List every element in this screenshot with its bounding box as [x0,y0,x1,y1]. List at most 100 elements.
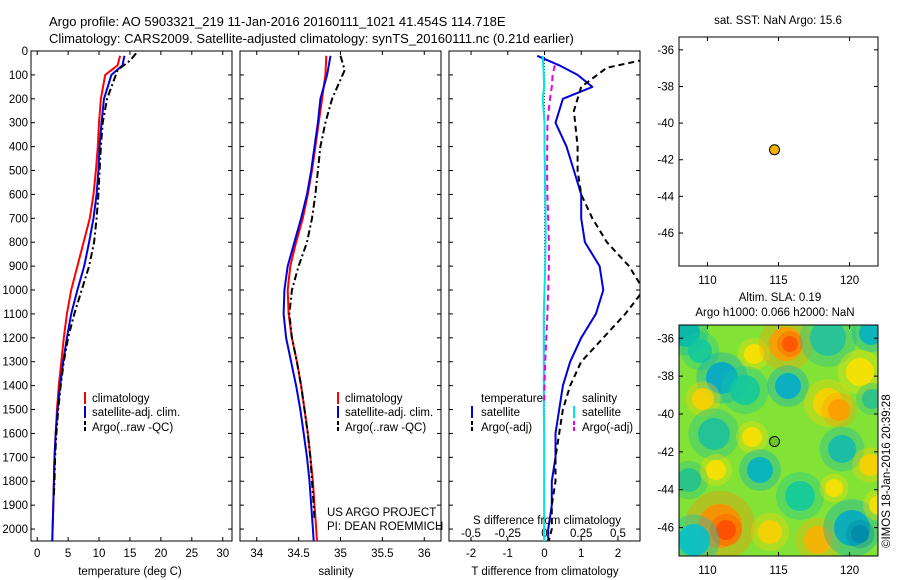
difference-xlabel-top: S difference from climatology [473,515,621,527]
sst_map-ytick-label: -44 [657,191,674,203]
salinity-legend-argo: Argo(..raw -QC) [345,422,426,434]
salinity-line-satellite-adj-clim- [282,55,332,541]
credit-text: US ARGO PROJECT PI: DEAN ROEMMICH [327,507,443,533]
differences-xtick-top-label: -0.25 [495,528,521,540]
salinity-xtick-label: 35.5 [371,548,393,560]
sst-map-title: sat. SST: NaN Argo: 15.6 [714,15,842,27]
salinity-line-climatology [286,55,328,541]
salinity-legend: climatology satellite-adj. clim. Argo(..… [337,392,433,434]
sla_map-xtick-label: 115 [769,565,787,577]
temperature-line-argo-raw-qc- [52,52,137,496]
sla-blob [828,435,856,463]
difference-xlabel: T difference from climatology [471,566,618,578]
sla-blob [862,389,878,409]
sst_map-xtick-label: 115 [769,275,787,287]
differences-xtick-top-label: 0.5 [610,528,626,540]
salinity-legend-satellite: satellite-adj. clim. [345,407,433,419]
temperature-series-group [51,52,137,541]
temperature-ytick-label: 1600 [2,428,28,440]
temperature-legend-climatology: climatology [92,393,150,405]
sla-blob [716,520,736,540]
temperature-ytick-label: 1400 [2,381,28,393]
sla-blob [859,325,878,345]
sla-blob [782,336,798,352]
temperature-ytick-label: 1300 [2,357,28,369]
figure-title-line1: Argo profile: AO 5903321_219 11-Jan-2016… [49,14,506,29]
differences-line-salinity-satellite [541,55,547,541]
differences-xtick-top-label: 0.25 [570,528,592,540]
sla-map-title-line1: Altim. SLA: 0.19 [739,292,821,304]
diff-legend-sal-satellite: satellite [582,407,621,419]
sla-blob [744,344,764,364]
temperature-ytick-label: 100 [9,70,28,82]
temperature-ytick-label: 1100 [3,309,28,321]
temperature-xtick-label: 5 [65,548,71,560]
temperature-xtick-label: 10 [93,548,106,560]
temperature-line-climatology [51,55,122,541]
sla_map-xtick-label: 120 [840,565,859,577]
sla-blob [747,457,773,483]
sla-blob [828,399,850,421]
salinity-xtick-label: 34 [250,548,263,560]
temperature-ytick-label: 300 [9,118,28,130]
sla_map-xtick-label: 110 [698,565,716,577]
diff-legend-temp-argo: Argo(-adj) [481,422,532,434]
temperature-ytick-label: 1900 [2,500,28,512]
differences-line-temperature-satellite [536,54,605,541]
salinity-xlabel: salinity [318,566,353,578]
differences-xtick-label: 1 [578,548,584,560]
credit-line-2: PI: DEAN ROEMMICH [327,521,443,533]
imos-watermark: ©IMOS 18-Jan-2016 20:39:28 [881,394,893,548]
diff-legend-temp-satellite: satellite [481,407,520,419]
sst_map-xtick-label: 110 [698,275,716,287]
sla-heatmap [679,325,878,556]
temperature-legend-satellite: satellite-adj. clim. [92,407,180,419]
sla-blob [804,526,832,554]
differences-xtick-label: 0 [541,548,547,560]
sla_map-ytick-label: -38 [657,371,674,383]
temperature-ytick-label: 1000 [2,285,28,297]
temperature-ytick-label: 500 [9,166,28,178]
temperature-xlabel: temperature (deg C) [78,566,182,578]
sla-blob [679,524,710,556]
sst_map-ytick-label: -38 [657,81,674,93]
sla_map-ytick-label: -40 [657,409,674,421]
temperature-xtick-label: 30 [216,548,229,560]
diff-legend-sal-argo: Argo(-adj) [582,422,633,434]
temperature-ytick-label: 2000 [2,524,28,536]
salinity-xtick-label: 34.5 [287,548,309,560]
sla-blob [706,460,726,480]
sla-blob [810,325,846,356]
sla_map-ytick-label: -36 [657,333,674,345]
salinity-legend-climatology: climatology [345,393,403,405]
sla_map-ytick-label: -44 [657,485,674,497]
sla-blob [859,454,878,476]
sla-blob [758,520,782,544]
sla-blob [742,427,762,447]
salinity-xtick-label: 35 [334,548,347,560]
sla-blob [698,418,730,450]
sla_map-argo-location-marker [768,436,780,448]
temperature-line-satellite-adj-clim- [51,55,126,541]
temperature-xtick-label: 20 [154,548,167,560]
sla-blob [851,525,869,543]
sla-blob [692,388,714,410]
temperature-ytick-label: 600 [9,189,28,201]
differences-series-group [536,54,640,541]
sla-blob [730,375,760,405]
sst_map-ytick-label: -40 [657,118,674,130]
sst_map-argo-location-marker [768,144,780,156]
sla_map-ytick-label: -46 [657,523,674,535]
differences-line-salinity-argo-adj- [543,65,556,405]
temperature-ytick-label: 0 [22,46,28,58]
sst_map-ytick-label: -36 [657,45,674,57]
figure-title-line2: Climatology: CARS2009. Satellite-adjuste… [49,31,574,46]
temperature-panel-frame [30,50,233,542]
difference-legend: temperature salinity satellite Argo(-adj… [471,393,633,434]
differences-line-temperature-argo-adj- [547,59,640,541]
temperature-ytick-label: 1500 [2,405,28,417]
temperature-xtick-label: 25 [185,548,198,560]
temperature-ytick-label: 1700 [2,452,28,464]
sla-blob [846,358,874,386]
credit-line-1: US ARGO PROJECT [327,507,436,519]
